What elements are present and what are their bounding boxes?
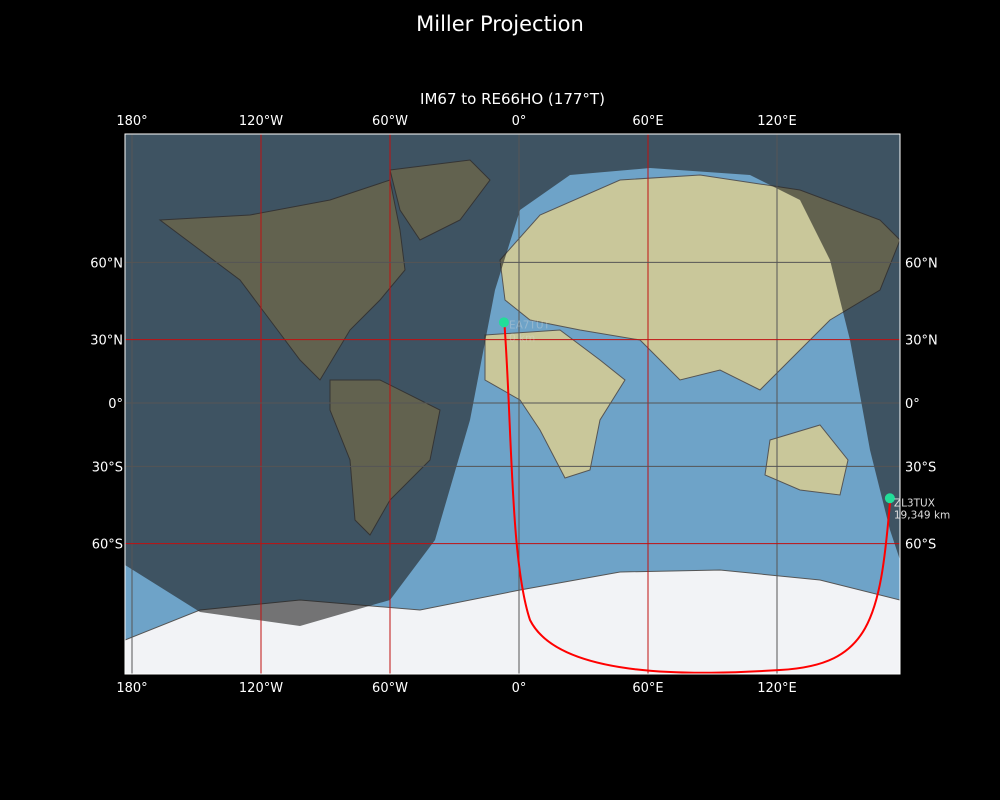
end-callsign: ZL3TUX xyxy=(894,497,935,509)
start-marker[interactable] xyxy=(498,317,509,328)
lat-tick-label-left: 0° xyxy=(108,397,123,412)
lat-tick-label-right: 60°S xyxy=(905,538,936,553)
lat-tick-label-left: 60°S xyxy=(92,538,123,553)
great-circle-path xyxy=(503,317,891,674)
lon-tick-label-top: 60°W xyxy=(372,114,408,129)
end-distance: 19,349 km xyxy=(894,509,950,521)
night-shading xyxy=(125,134,900,674)
end-marker[interactable] xyxy=(884,493,895,504)
start-callsign: EA7TUT xyxy=(509,319,551,331)
lat-tick-label-right: 0° xyxy=(905,397,920,412)
lat-tick-label-left: 30°N xyxy=(90,334,123,349)
lat-tick-label-left: 60°N xyxy=(90,256,123,271)
graticule xyxy=(125,134,900,674)
lon-tick-label-bottom: 0° xyxy=(512,681,527,696)
lon-tick-label-bottom: 120°W xyxy=(239,681,283,696)
figure-title: Miller Projection xyxy=(416,12,584,36)
map-frame xyxy=(124,133,901,675)
lon-tick-label-bottom: 60°W xyxy=(372,681,408,696)
lat-tick-label-left: 30°S xyxy=(92,460,123,475)
lon-tick-label-top: 0° xyxy=(512,114,527,129)
lon-tick-label-bottom: 180° xyxy=(116,681,147,696)
lon-tick-label-top: 180° xyxy=(116,114,147,129)
start-distance: 0 km xyxy=(509,332,535,344)
lat-tick-label-right: 60°N xyxy=(905,256,938,271)
lon-tick-label-top: 120°E xyxy=(757,114,797,129)
lon-tick-label-top: 120°W xyxy=(239,114,283,129)
map-subtitle: IM67 to RE66HO (177°T) xyxy=(420,90,605,108)
australia xyxy=(764,424,849,496)
lat-tick-label-right: 30°S xyxy=(905,460,936,475)
lon-tick-label-bottom: 120°E xyxy=(757,681,797,696)
lon-tick-label-top: 60°E xyxy=(632,114,663,129)
lon-tick-label-bottom: 60°E xyxy=(632,681,663,696)
lat-tick-label-right: 30°N xyxy=(905,334,938,349)
